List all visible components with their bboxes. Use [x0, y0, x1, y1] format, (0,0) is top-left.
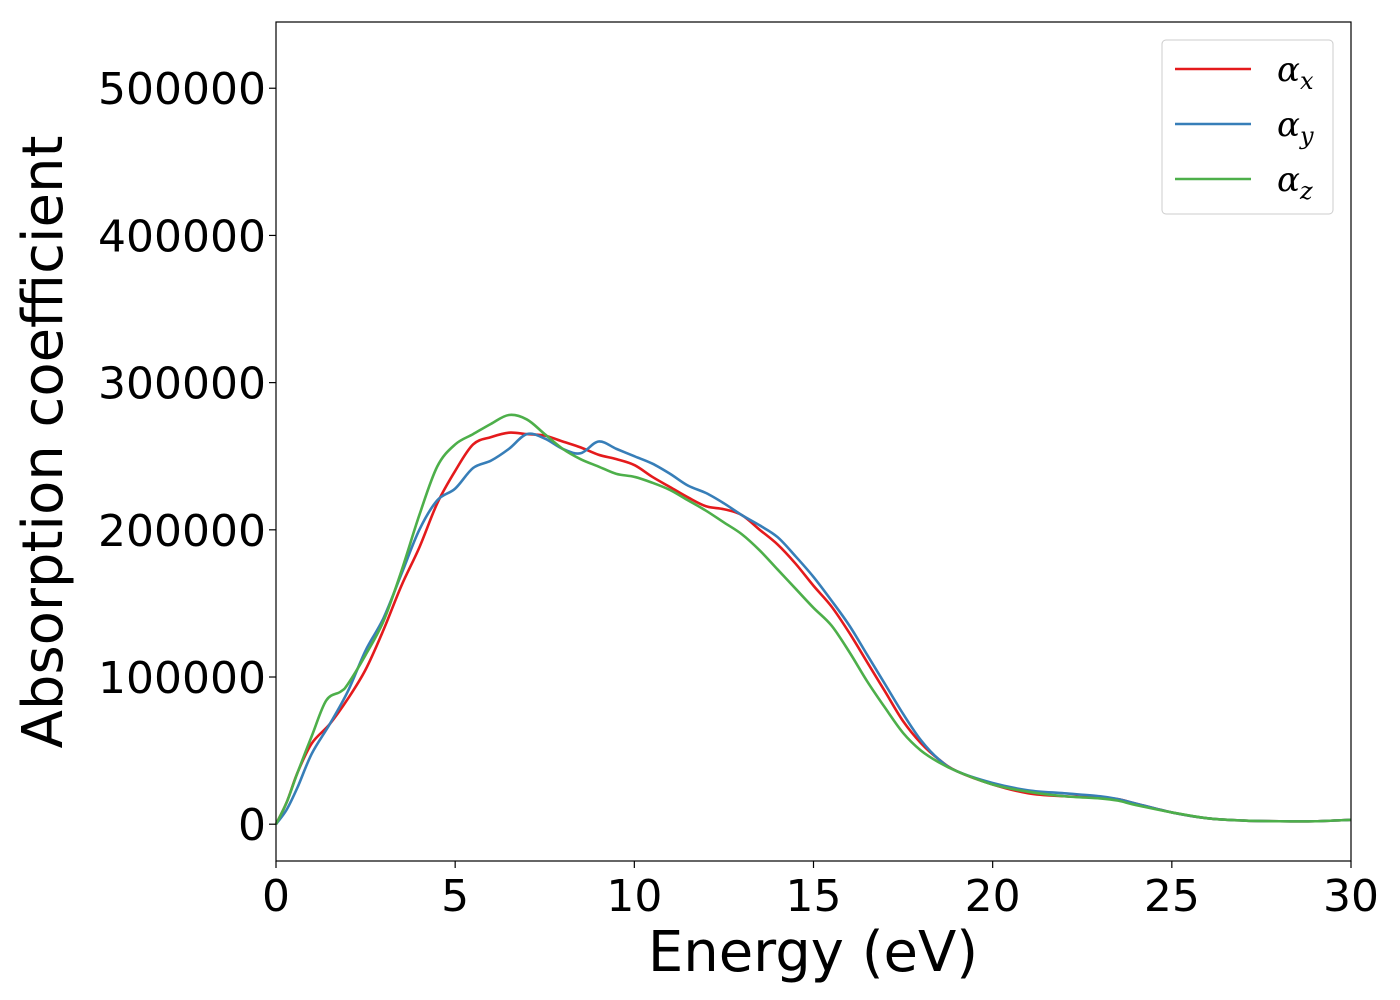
x-tick-label: 15 — [786, 871, 842, 922]
y-tick-label: 200000 — [98, 506, 266, 557]
series-lines — [274, 413, 1352, 825]
legend-box — [1161, 39, 1334, 215]
y-tick-label: 300000 — [98, 359, 266, 410]
legend-label-x: αx — [1277, 50, 1314, 95]
legend: αx αy αz — [1161, 39, 1334, 215]
series-line-z — [274, 413, 1352, 825]
x-tick-label: 5 — [441, 871, 469, 922]
x-axis-ticks: 0 5 10 15 20 25 30 — [262, 861, 1379, 922]
y-tick-label: 400000 — [98, 211, 266, 262]
x-tick-label: 25 — [1144, 871, 1200, 922]
series-line-y — [274, 432, 1352, 825]
y-tick-label: 100000 — [98, 653, 266, 704]
legend-label-y: αy — [1277, 105, 1314, 150]
x-tick-label: 0 — [262, 871, 290, 922]
legend-label-z: αz — [1277, 160, 1313, 205]
series-line-x — [274, 431, 1352, 825]
x-tick-label: 10 — [606, 871, 662, 922]
plot-frame — [275, 21, 1352, 862]
x-axis-label: Energy (eV) — [648, 920, 978, 985]
y-tick-label: 0 — [238, 800, 266, 851]
y-tick-label: 500000 — [98, 64, 266, 115]
x-tick-label: 30 — [1323, 871, 1379, 922]
x-tick-label: 20 — [965, 871, 1021, 922]
y-axis-label: Absorption coefficient — [11, 136, 76, 749]
y-axis-ticks: 0 100000 200000 300000 400000 500000 — [98, 64, 276, 851]
